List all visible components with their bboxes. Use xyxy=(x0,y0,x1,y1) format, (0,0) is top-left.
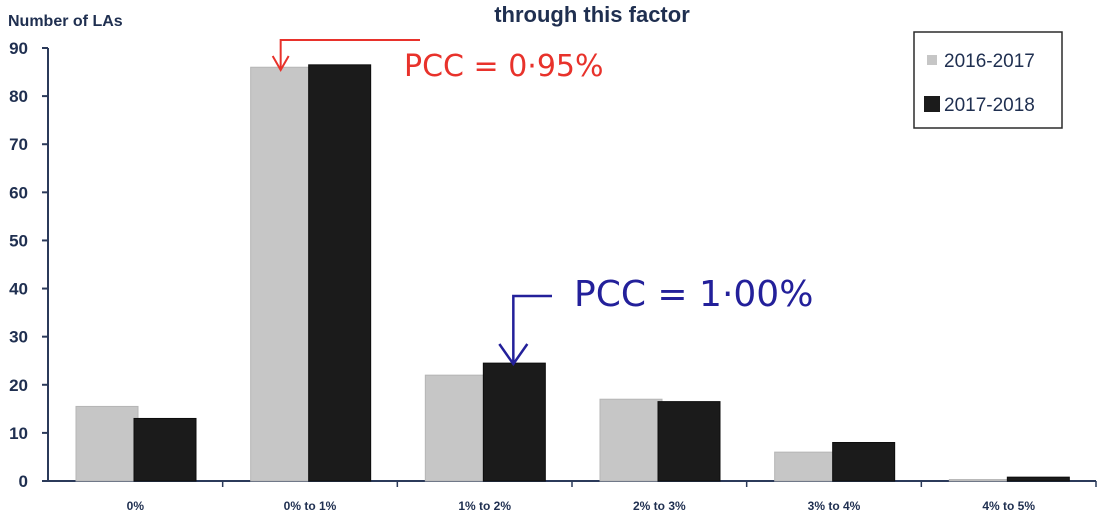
annotations: PCC = 0·95% PCC = 1·00% xyxy=(271,39,813,367)
y-tick-label: 0 xyxy=(19,472,28,491)
x-tick-label: 1% to 2% xyxy=(458,499,511,513)
annotation-arrowhead xyxy=(271,55,290,73)
axes: 0 10 20 30 40 50 60 70 80 90 0% 0% to 1% 1% to 2% 2% … xyxy=(9,39,1097,513)
annotation-arrowhead xyxy=(498,343,529,367)
y-tick-label: 20 xyxy=(9,376,28,395)
y-tick-label: 60 xyxy=(9,183,28,202)
bar-2017-2018 xyxy=(832,442,896,482)
bar-2017-2018 xyxy=(308,64,372,482)
annotation-arrow xyxy=(279,39,420,70)
bar-2016-2017 xyxy=(424,374,488,482)
y-tick-label: 40 xyxy=(9,280,28,299)
bar-2016-2017 xyxy=(774,451,838,482)
y-axis-label: Number of LAs xyxy=(8,13,123,30)
x-tick-label: 0% to 1% xyxy=(284,499,337,513)
legend-label: 2017-2018 xyxy=(944,95,1035,116)
x-tick-label: 2% to 3% xyxy=(633,499,686,513)
bar-2016-2017 xyxy=(75,405,139,482)
y-tick-label: 30 xyxy=(9,328,28,347)
x-tick-label: 3% to 4% xyxy=(808,499,861,513)
bar-2017-2018 xyxy=(1006,476,1070,482)
x-tick-label: 0% xyxy=(127,499,145,513)
y-tick-label: 50 xyxy=(9,231,28,250)
chart-title: through this factor xyxy=(494,2,690,27)
legend: 2016-2017 2017-2018 xyxy=(913,31,1063,129)
bars xyxy=(75,64,1070,482)
y-tick-label: 70 xyxy=(9,135,28,154)
bar-2017-2018 xyxy=(482,362,546,482)
bar-2017-2018 xyxy=(657,401,721,482)
y-tick-label: 80 xyxy=(9,87,28,106)
annotation-text: PCC = 0·95% xyxy=(404,49,604,84)
bar-2017-2018 xyxy=(133,417,197,482)
bar-2016-2017 xyxy=(250,66,314,482)
annotation-text: PCC = 1·00% xyxy=(574,274,813,315)
legend-swatch xyxy=(927,55,937,65)
bar-2016-2017 xyxy=(599,398,663,482)
y-tick-label: 10 xyxy=(9,424,28,443)
annotation-arrow xyxy=(512,294,552,364)
legend-swatch xyxy=(924,96,940,112)
y-tick-label: 90 xyxy=(9,39,28,58)
bar-2016-2017 xyxy=(948,479,1012,482)
x-tick-label: 4% to 5% xyxy=(982,499,1035,513)
legend-label: 2016-2017 xyxy=(944,51,1035,72)
